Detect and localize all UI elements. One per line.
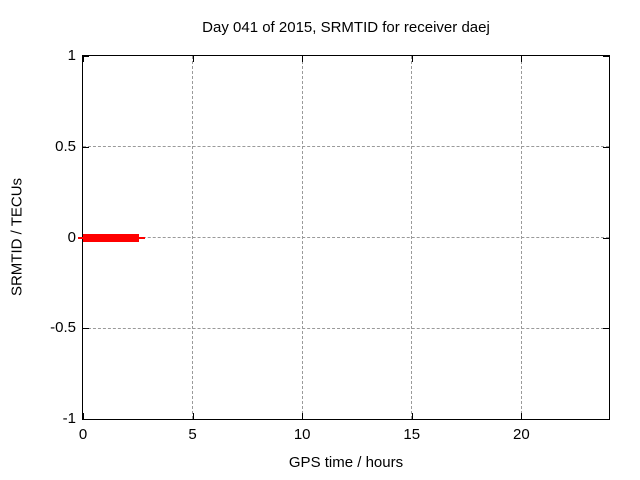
x-tick-label: 20 bbox=[512, 426, 530, 443]
y-tick-label: 0.5 bbox=[55, 137, 76, 155]
y-tick-label: 0 bbox=[67, 228, 76, 246]
plot-area bbox=[77, 55, 610, 420]
y-axis-tick bbox=[83, 56, 89, 57]
y-axis-tick-mirror bbox=[603, 237, 609, 239]
x-tick-label: 5 bbox=[188, 426, 197, 443]
y-tick-label: -0.5 bbox=[50, 319, 76, 337]
grid-line-horizontal bbox=[83, 237, 609, 238]
y-axis-tick-mirror bbox=[603, 146, 609, 148]
x-axis-tick bbox=[302, 413, 304, 419]
x-tick-label: 0 bbox=[78, 426, 88, 443]
x-axis-tick-mirror bbox=[302, 56, 304, 62]
x-axis-label: GPS time / hours bbox=[288, 454, 404, 471]
y-axis-tick bbox=[83, 419, 89, 420]
chart-title: Day 041 of 2015, SRMTID for receiver dae… bbox=[202, 19, 490, 36]
x-axis-tick bbox=[411, 413, 413, 419]
y-tick-label: -1 bbox=[62, 410, 76, 427]
grid-line-horizontal bbox=[83, 146, 609, 148]
x-axis-tick bbox=[521, 413, 523, 419]
x-axis-tick-mirror bbox=[521, 56, 523, 62]
y-tick-label: 1 bbox=[67, 47, 76, 64]
grid-line-horizontal bbox=[83, 327, 609, 329]
x-tick-label: 10 bbox=[293, 426, 311, 443]
y-axis-tick bbox=[83, 328, 89, 330]
y-axis-tick-mirror bbox=[603, 56, 609, 57]
y-axis-tick bbox=[83, 146, 89, 148]
x-tick-label: 15 bbox=[403, 426, 421, 443]
x-axis-tick bbox=[83, 413, 84, 419]
x-axis-tick-mirror bbox=[192, 56, 194, 62]
y-axis-tick-mirror bbox=[603, 419, 609, 420]
y-axis-tick-mirror bbox=[603, 328, 609, 330]
x-axis-tick bbox=[192, 413, 194, 419]
x-axis-tick-mirror bbox=[83, 56, 84, 62]
x-axis-tick-mirror bbox=[411, 56, 413, 62]
data-line-thick bbox=[83, 234, 139, 242]
